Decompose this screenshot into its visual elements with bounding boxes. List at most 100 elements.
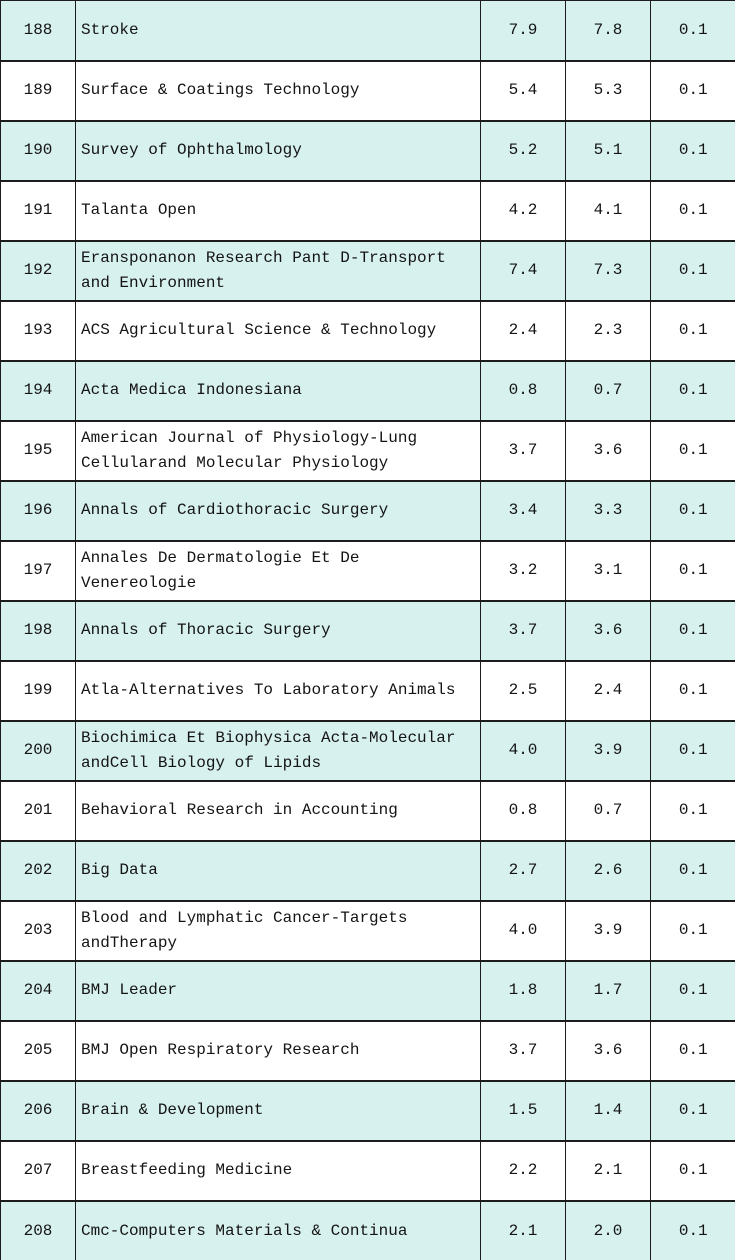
metric-cell: 0.1	[650, 59, 735, 122]
metric-cell: 0.1	[650, 599, 735, 662]
journal-name-cell: Annales De Dermatologie Et De Venereolog…	[75, 539, 481, 602]
metric-cell: 1.5	[480, 1079, 566, 1142]
row-index-cell: 197	[0, 539, 76, 602]
metric-cell: 0.1	[650, 839, 735, 902]
journal-name-cell: Atla-Alternatives To Laboratory Animals	[75, 659, 481, 722]
metric-cell: 0.8	[480, 779, 566, 842]
metric-cell: 0.1	[650, 659, 735, 722]
metric-cell: 3.6	[565, 1019, 651, 1082]
metric-cell: 4.0	[480, 719, 566, 782]
metric-cell: 3.7	[480, 1019, 566, 1082]
metric-cell: 0.1	[650, 1199, 735, 1260]
table-row: 189 Surface & Coatings Technology 5.4 5.3 0.…	[0, 59, 735, 122]
metric-cell: 0.7	[565, 779, 651, 842]
metric-cell: 0.1	[650, 359, 735, 422]
row-index-cell: 193	[0, 299, 76, 362]
row-index-cell: 201	[0, 779, 76, 842]
metric-cell: 7.4	[480, 239, 566, 302]
metric-cell: 0.1	[650, 179, 735, 242]
row-index-cell: 204	[0, 959, 76, 1022]
table-row: 190 Survey of Ophthalmology 5.2 5.1 0.1	[0, 119, 735, 182]
row-index-cell: 199	[0, 659, 76, 722]
metric-cell: 5.4	[480, 59, 566, 122]
metric-cell: 3.1	[565, 539, 651, 602]
metric-cell: 0.1	[650, 119, 735, 182]
table-row: 207 Breastfeeding Medicine 2.2 2.1 0.1	[0, 1139, 735, 1202]
journal-name-cell: BMJ Open Respiratory Research	[75, 1019, 481, 1082]
table-row: 206 Brain & Development 1.5 1.4 0.1	[0, 1079, 735, 1142]
journal-name-cell: Annals of Cardiothoracic Surgery	[75, 479, 481, 542]
metric-cell: 0.1	[650, 719, 735, 782]
row-index-cell: 191	[0, 179, 76, 242]
metric-cell: 2.4	[480, 299, 566, 362]
journal-name-cell: Survey of Ophthalmology	[75, 119, 481, 182]
metric-cell: 2.4	[565, 659, 651, 722]
metric-cell: 4.2	[480, 179, 566, 242]
table-row: 201 Behavioral Research in Accounting 0.8 0…	[0, 779, 735, 842]
metric-cell: 3.2	[480, 539, 566, 602]
metric-cell: 3.9	[565, 719, 651, 782]
metric-cell: 2.1	[565, 1139, 651, 1202]
journal-name-cell: Surface & Coatings Technology	[75, 59, 481, 122]
metric-cell: 0.1	[650, 419, 735, 482]
metric-cell: 0.1	[650, 1079, 735, 1142]
table-row: 192 Eransponanon Research Pant D-Transpor…	[0, 239, 735, 302]
table-row: 208 Cmc-Computers Materials & Continua 2.1…	[0, 1199, 735, 1260]
row-index-cell: 207	[0, 1139, 76, 1202]
row-index-cell: 188	[0, 0, 76, 62]
metric-cell: 1.7	[565, 959, 651, 1022]
row-index-cell: 190	[0, 119, 76, 182]
journal-name-cell: American Journal of Physiology-Lung Cell…	[75, 419, 481, 482]
table-row: 195 American Journal of Physiology-Lung C…	[0, 419, 735, 482]
journal-name-cell: BMJ Leader	[75, 959, 481, 1022]
metric-cell: 0.1	[650, 1019, 735, 1082]
journal-name-cell: Acta Medica Indonesiana	[75, 359, 481, 422]
metric-cell: 0.1	[650, 1139, 735, 1202]
metric-cell: 3.7	[480, 599, 566, 662]
table-row: 202 Big Data 2.7 2.6 0.1	[0, 839, 735, 902]
row-index-cell: 196	[0, 479, 76, 542]
metric-cell: 3.9	[565, 899, 651, 962]
row-index-cell: 195	[0, 419, 76, 482]
row-index-cell: 200	[0, 719, 76, 782]
journal-name-cell: Blood and Lymphatic Cancer-Targets andTh…	[75, 899, 481, 962]
journal-name-cell: Annals of Thoracic Surgery	[75, 599, 481, 662]
row-index-cell: 189	[0, 59, 76, 122]
metric-cell: 5.3	[565, 59, 651, 122]
journal-name-cell: Brain & Development	[75, 1079, 481, 1142]
metric-cell: 0.1	[650, 779, 735, 842]
metric-cell: 0.1	[650, 479, 735, 542]
journal-name-cell: Eransponanon Research Pant D-Transport a…	[75, 239, 481, 302]
metric-cell: 0.1	[650, 959, 735, 1022]
metric-cell: 0.1	[650, 0, 735, 62]
table-row: 198 Annals of Thoracic Surgery 3.7 3.6 0.1	[0, 599, 735, 662]
metric-cell: 0.8	[480, 359, 566, 422]
journal-name-cell: Big Data	[75, 839, 481, 902]
metric-cell: 0.1	[650, 239, 735, 302]
metric-cell: 2.7	[480, 839, 566, 902]
metric-cell: 4.0	[480, 899, 566, 962]
metric-cell: 1.8	[480, 959, 566, 1022]
row-index-cell: 198	[0, 599, 76, 662]
journal-name-cell: Cmc-Computers Materials & Continua	[75, 1199, 481, 1260]
row-index-cell: 194	[0, 359, 76, 422]
metric-cell: 2.1	[480, 1199, 566, 1260]
metric-cell: 5.1	[565, 119, 651, 182]
table-row: 194 Acta Medica Indonesiana 0.8 0.7 0.1	[0, 359, 735, 422]
metric-cell: 3.4	[480, 479, 566, 542]
table-row: 188 Stroke 7.9 7.8 0.1	[0, 0, 735, 62]
row-index-cell: 203	[0, 899, 76, 962]
metric-cell: 3.6	[565, 419, 651, 482]
metric-cell: 0.1	[650, 899, 735, 962]
metric-cell: 2.0	[565, 1199, 651, 1260]
metric-cell: 3.3	[565, 479, 651, 542]
row-index-cell: 206	[0, 1079, 76, 1142]
metric-cell: 7.8	[565, 0, 651, 62]
metric-cell: 3.6	[565, 599, 651, 662]
row-index-cell: 192	[0, 239, 76, 302]
row-index-cell: 208	[0, 1199, 76, 1260]
table-row: 203 Blood and Lymphatic Cancer-Targets an…	[0, 899, 735, 962]
table-row: 199 Atla-Alternatives To Laboratory Anima…	[0, 659, 735, 722]
table-row: 200 Biochimica Et Biophysica Acta-Molecul…	[0, 719, 735, 782]
